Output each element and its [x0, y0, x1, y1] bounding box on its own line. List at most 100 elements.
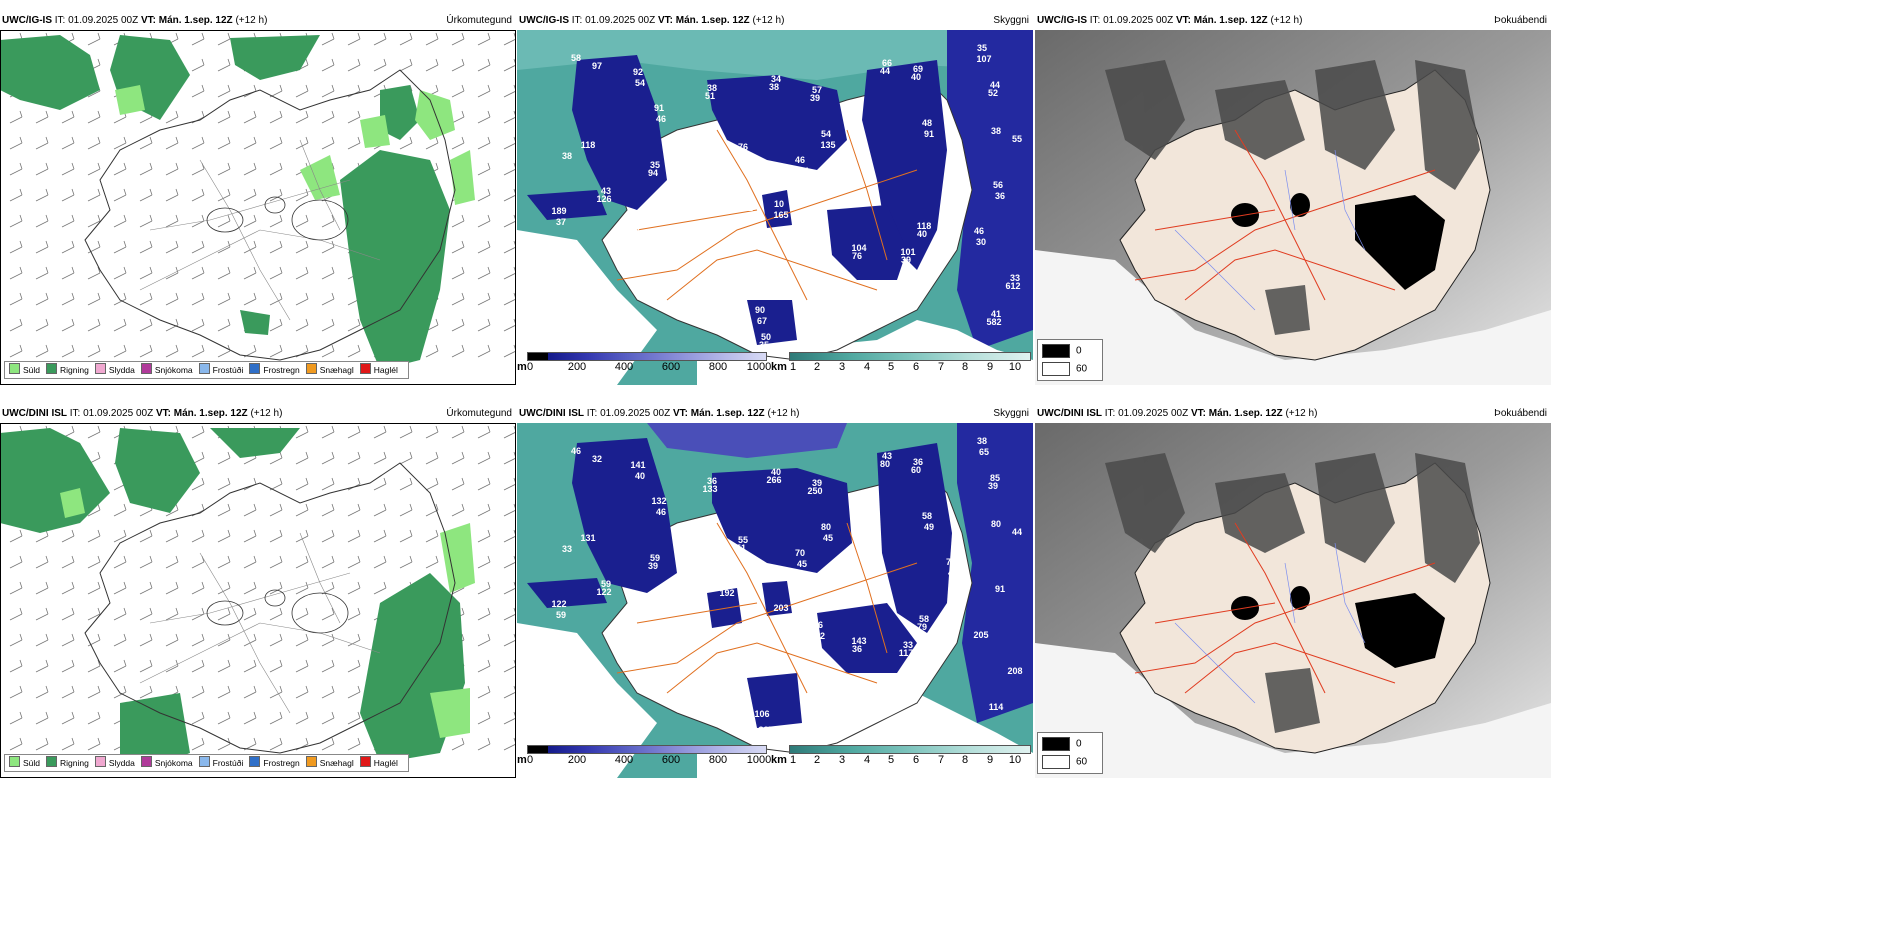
wind-barb [373, 529, 387, 543]
wind-barb [139, 136, 153, 150]
wind-barb [9, 214, 23, 228]
legend-swatch [140, 363, 152, 374]
wind-barb [451, 318, 465, 332]
legend-item: Frostregn [249, 362, 300, 378]
wind-barb [217, 136, 231, 150]
ceiling-value-label: 76 [738, 142, 748, 152]
wind-barb [217, 659, 231, 673]
wind-barb [243, 188, 257, 202]
cloud-legend: 0 60 [1037, 339, 1103, 381]
wind-barb [243, 214, 257, 228]
ceiling-value-label: 34 [771, 74, 781, 84]
ceiling-value-label: 106 [754, 709, 769, 719]
wind-barb [191, 188, 205, 202]
cloud-legend: 0 60 [1037, 732, 1103, 774]
ceiling-value-label: 40 [917, 229, 927, 239]
wind-barb [139, 318, 153, 332]
wind-barb [477, 425, 491, 439]
legend-swatch [46, 363, 58, 374]
ceiling-value-label: 55 [1012, 134, 1022, 144]
wind-barb [451, 214, 465, 228]
wind-barb [477, 32, 491, 46]
ceiling-value-label: 91 [995, 584, 1005, 594]
wind-barb [165, 607, 179, 621]
legend-swatch [46, 756, 58, 767]
wind-barb [269, 711, 283, 725]
ceiling-value-label: 118 [917, 221, 932, 231]
ceiling-value-label: 41 [991, 309, 1001, 319]
wind-barb [295, 529, 309, 543]
wind-barb [477, 555, 491, 569]
ceiling-value-label: 104 [851, 243, 866, 253]
wind-barb [113, 529, 127, 543]
wind-barb [191, 607, 205, 621]
wind-barb [165, 503, 179, 517]
wind-barb [139, 214, 153, 228]
wind-barb [191, 477, 205, 491]
wind-barb [139, 659, 153, 673]
wind-barb [373, 581, 387, 595]
wind-barb [217, 581, 231, 595]
wind-barb [295, 685, 309, 699]
ceiling-value-label: 38 [991, 126, 1001, 136]
wind-barb [321, 58, 335, 72]
wind-barb [425, 32, 439, 46]
legend-swatch [305, 363, 317, 374]
ceiling-value-label: 46 [974, 226, 984, 236]
wind-barb [191, 529, 205, 543]
cloud-map [1035, 423, 1551, 778]
precip-legend: Súld Rigning Slydda Snjókoma Frostúði Frostre… [4, 361, 409, 379]
ceiling-colorbar: m 0 200 400 600 800 1000 [517, 745, 771, 767]
legend-item: Frostúði [198, 362, 243, 378]
wind-barb [139, 685, 153, 699]
wind-barb [243, 162, 257, 176]
wind-barb [295, 555, 309, 569]
ceiling-value-label: 35 [650, 160, 660, 170]
wind-barb [217, 188, 231, 202]
wind-barb [477, 214, 491, 228]
ceiling-value-label: 250 [807, 486, 822, 496]
visibility-map: 46 40 46 59 59 33 59 36 40 39 45 45 55 43 36 49 40 58 33 14… [517, 423, 1033, 778]
ceiling-value-label: 203 [773, 603, 788, 613]
wind-barb [321, 318, 335, 332]
wind-barb [165, 136, 179, 150]
wind-barb [321, 110, 335, 124]
wind-barb [139, 344, 153, 358]
wind-barb [35, 555, 49, 569]
wind-barb [139, 266, 153, 280]
wind-barb [347, 58, 361, 72]
panel-header: UWC/IG-IS IT: 01.09.2025 00Z VT: Mán. 1.… [0, 12, 516, 30]
ceiling-value-label: 135 [820, 140, 835, 150]
wind-barb [165, 292, 179, 306]
wind-barb [425, 477, 439, 491]
wind-barb [269, 555, 283, 569]
wind-barb [243, 711, 257, 725]
wind-barb [35, 214, 49, 228]
legend-item: Haglél [359, 362, 398, 378]
legend-item: Frostregn [249, 755, 300, 771]
model-name: UWC/DINI ISL [2, 408, 67, 419]
wind-barb [217, 58, 231, 72]
wind-barb [295, 607, 309, 621]
wind-barb [451, 240, 465, 254]
legend-item: Snjókoma [140, 362, 193, 378]
wind-barb [243, 110, 257, 124]
wind-barb [113, 292, 127, 306]
ceiling-value-label: 87 [868, 315, 878, 325]
legend-swatch [94, 363, 106, 374]
wind-barb [321, 555, 335, 569]
legend-swatch [9, 363, 20, 374]
ceiling-value-label: 302 [902, 288, 917, 298]
wind-barb [347, 425, 361, 439]
wind-barb [9, 110, 23, 124]
wind-barb [113, 659, 127, 673]
legend-swatch [359, 363, 371, 374]
wind-barb [399, 58, 413, 72]
wind-barb [87, 607, 101, 621]
wind-barb [347, 110, 361, 124]
panel-title: Þokuábendi [1494, 15, 1547, 26]
wind-barb [269, 110, 283, 124]
ceiling-value-label: 60 [911, 465, 921, 475]
ceiling-value-label: 85 [990, 473, 1000, 483]
ceiling-value-label: 51 [705, 91, 715, 101]
